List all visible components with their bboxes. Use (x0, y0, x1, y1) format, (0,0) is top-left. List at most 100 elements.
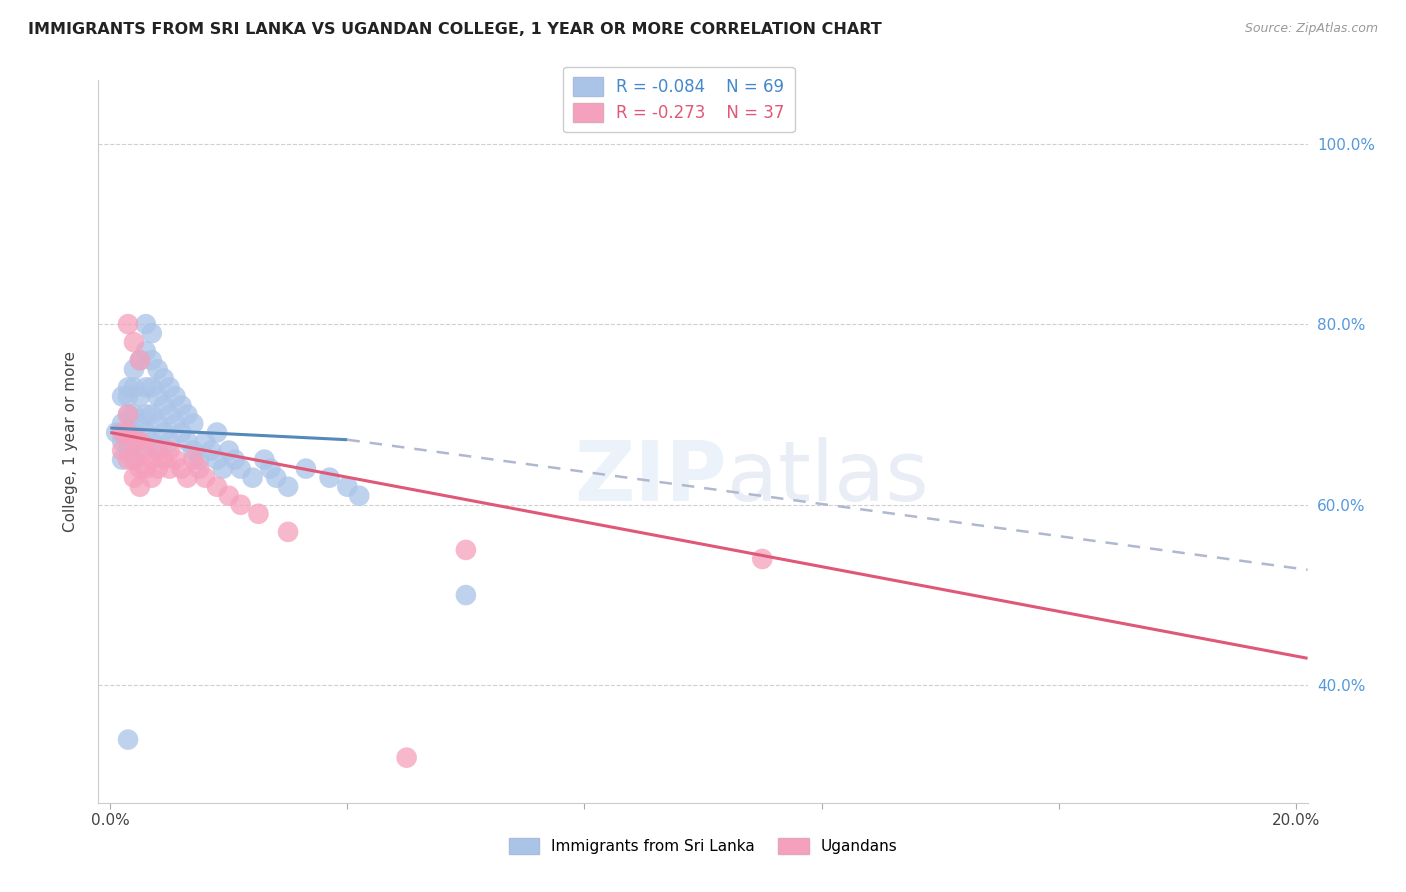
Point (194, 434, 217, 449)
Point (117, 425, 139, 440)
Point (176, 471, 198, 485)
Point (117, 732, 139, 747)
Point (176, 434, 198, 449)
Point (146, 362, 169, 376)
Point (264, 471, 287, 485)
Point (111, 452, 134, 467)
Point (159, 408, 181, 422)
Point (181, 443, 204, 458)
Point (181, 417, 204, 431)
Point (122, 452, 145, 467)
Point (395, 750, 418, 764)
Point (181, 452, 204, 467)
Point (205, 425, 228, 440)
Point (205, 452, 228, 467)
Point (135, 344, 157, 359)
Point (247, 507, 270, 521)
Point (165, 452, 187, 467)
Point (229, 461, 252, 475)
Text: Source: ZipAtlas.com: Source: ZipAtlas.com (1244, 22, 1378, 36)
Text: atlas: atlas (727, 437, 929, 518)
Point (141, 380, 163, 394)
Point (141, 353, 163, 368)
Point (111, 389, 134, 403)
Point (170, 461, 193, 475)
Point (141, 408, 163, 422)
Point (117, 408, 139, 422)
Point (122, 425, 145, 440)
Point (141, 471, 163, 485)
Point (135, 380, 157, 394)
Y-axis label: College, 1 year or more: College, 1 year or more (63, 351, 77, 532)
Point (129, 480, 152, 494)
Point (159, 443, 181, 458)
Point (129, 353, 152, 368)
Point (347, 489, 370, 503)
Legend: Immigrants from Sri Lanka, Ugandans: Immigrants from Sri Lanka, Ugandans (502, 832, 904, 860)
Point (165, 389, 187, 403)
Point (454, 542, 477, 557)
Point (194, 471, 217, 485)
Point (111, 434, 134, 449)
Point (141, 326, 163, 340)
Point (122, 434, 145, 449)
Point (129, 434, 152, 449)
Point (146, 461, 169, 475)
Point (165, 417, 187, 431)
Point (117, 434, 139, 449)
Point (105, 425, 128, 440)
Point (277, 524, 299, 539)
Point (188, 461, 211, 475)
Point (152, 371, 174, 385)
Point (122, 335, 145, 350)
Text: ZIP: ZIP (575, 437, 727, 518)
Point (200, 443, 222, 458)
Point (170, 399, 193, 413)
Point (117, 425, 139, 440)
Point (336, 480, 359, 494)
Point (129, 443, 152, 458)
Point (117, 408, 139, 422)
Point (188, 452, 211, 467)
Point (242, 471, 264, 485)
Point (229, 498, 252, 512)
Point (122, 408, 145, 422)
Point (146, 389, 169, 403)
Text: IMMIGRANTS FROM SRI LANKA VS UGANDAN COLLEGE, 1 YEAR OR MORE CORRELATION CHART: IMMIGRANTS FROM SRI LANKA VS UGANDAN COL… (28, 22, 882, 37)
Point (129, 461, 152, 475)
Point (122, 362, 145, 376)
Point (159, 380, 181, 394)
Point (117, 380, 139, 394)
Point (135, 408, 157, 422)
Point (111, 417, 134, 431)
Point (170, 425, 193, 440)
Point (111, 425, 134, 440)
Point (152, 452, 174, 467)
Point (122, 434, 145, 449)
Point (146, 443, 169, 458)
Point (117, 452, 139, 467)
Point (218, 489, 240, 503)
Point (176, 408, 198, 422)
Point (152, 399, 174, 413)
Point (159, 434, 181, 449)
Point (224, 452, 246, 467)
Point (295, 461, 318, 475)
Point (117, 443, 139, 458)
Point (129, 353, 152, 368)
Point (135, 443, 157, 458)
Point (111, 443, 134, 458)
Point (122, 452, 145, 467)
Point (122, 380, 145, 394)
Point (159, 461, 181, 475)
Point (218, 443, 240, 458)
Point (212, 461, 235, 475)
Point (751, 552, 773, 566)
Point (253, 452, 276, 467)
Point (141, 452, 163, 467)
Point (135, 461, 157, 475)
Point (146, 443, 169, 458)
Point (122, 471, 145, 485)
Point (117, 389, 139, 403)
Point (129, 417, 152, 431)
